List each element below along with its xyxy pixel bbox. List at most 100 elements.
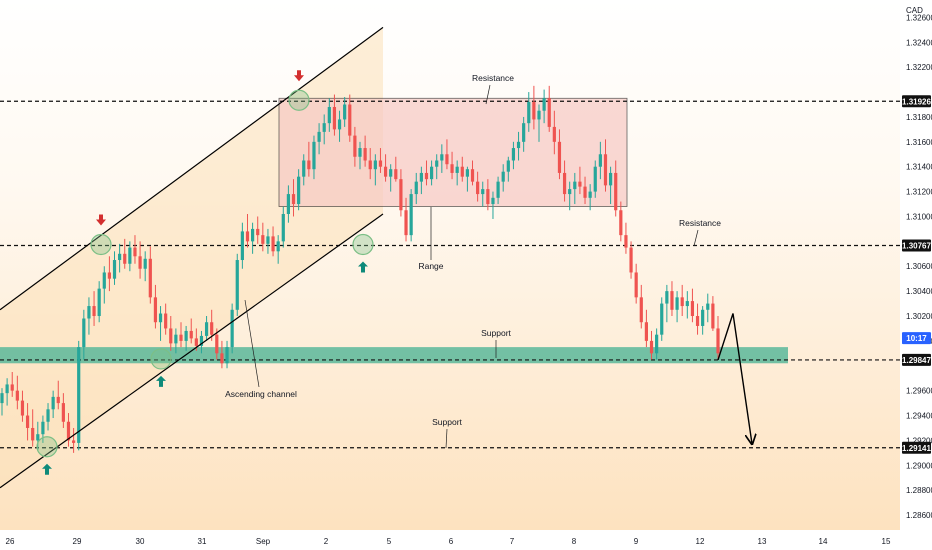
candle-body xyxy=(179,334,183,341)
candle-body xyxy=(281,213,285,242)
candle-body xyxy=(343,104,347,120)
x-tick-label: 15 xyxy=(882,537,891,546)
candle-body xyxy=(655,334,659,354)
candle-body xyxy=(419,172,423,182)
x-tick-label: 14 xyxy=(819,537,828,546)
candle-body xyxy=(302,160,306,177)
candle-body xyxy=(450,164,454,173)
candle-body xyxy=(158,313,163,323)
x-tick-label: 7 xyxy=(510,537,515,546)
candle-body xyxy=(430,166,434,180)
y-tick-label: 1.28800 xyxy=(906,486,932,495)
candle-body xyxy=(15,390,19,401)
candle-body xyxy=(435,160,439,167)
candle-body xyxy=(235,260,239,310)
candle-body xyxy=(169,328,173,344)
candle-body xyxy=(706,303,710,310)
candle-body xyxy=(522,123,526,142)
y-tick-label: 1.31800 xyxy=(906,113,932,122)
pointer-channel xyxy=(244,299,260,388)
candle-body xyxy=(614,172,618,211)
label-ascending-channel: Ascending channel xyxy=(225,389,297,399)
candle-body xyxy=(562,172,567,195)
buy-arrow-icon xyxy=(156,375,166,387)
pointer-resistance-top xyxy=(485,84,491,105)
candle-body xyxy=(189,330,193,339)
time-axis: 26 29 30 31 Sep 2 5 6 7 8 9 12 13 14 15 xyxy=(6,537,891,546)
candle-body xyxy=(36,434,40,441)
candle-body xyxy=(455,166,459,173)
candle-body xyxy=(649,340,654,354)
y-tick-label: 1.32600 xyxy=(906,13,932,22)
x-tick-label: 12 xyxy=(696,537,705,546)
candle-body xyxy=(394,169,398,180)
candle-body xyxy=(363,148,367,161)
projection-arrow xyxy=(717,313,752,444)
candle-body xyxy=(102,272,106,289)
channel-lower-line xyxy=(0,213,384,489)
candle-body xyxy=(440,154,444,161)
candle-body xyxy=(588,191,592,198)
buy-arrow-icon xyxy=(358,261,368,273)
candle-body xyxy=(368,160,372,170)
y-tick-label: 1.31200 xyxy=(906,188,932,197)
price-tag-box xyxy=(902,441,931,454)
candle-body xyxy=(138,256,142,269)
y-tick-label: 1.30200 xyxy=(906,312,932,321)
candle-body xyxy=(542,98,546,111)
zones xyxy=(0,97,788,364)
candle-body xyxy=(184,330,188,341)
x-tick-label: 2 xyxy=(324,537,329,546)
candle-body xyxy=(271,236,275,252)
candle-body xyxy=(107,272,111,279)
candle-body xyxy=(665,291,669,304)
candle-body xyxy=(711,303,715,329)
price-tag-label: 1.29847 xyxy=(902,356,931,365)
candle-body xyxy=(194,338,198,346)
sell-arrow-icon xyxy=(294,70,304,82)
y-tick-label: 1.29200 xyxy=(906,436,932,445)
candle-body xyxy=(225,347,229,364)
candle-body xyxy=(491,197,495,205)
candle-body xyxy=(486,189,490,205)
candle-body xyxy=(266,236,270,244)
candle-body xyxy=(670,291,674,310)
candle-body xyxy=(445,154,449,165)
candle-body xyxy=(251,228,255,242)
candle-body xyxy=(414,181,418,195)
candle-body xyxy=(383,166,388,177)
y-tick-label: 1.31600 xyxy=(906,138,932,147)
candle-body xyxy=(46,409,50,422)
candle-body xyxy=(701,309,705,326)
label-support-mid: Support xyxy=(481,328,511,338)
candle-body xyxy=(332,106,337,130)
buy-arrow-icon xyxy=(42,463,52,475)
x-tick-label: 5 xyxy=(387,537,392,546)
candle-body xyxy=(128,247,132,264)
candle-body xyxy=(204,322,209,336)
candle-body xyxy=(0,393,4,404)
candle-body xyxy=(51,396,55,410)
x-tick-label: 30 xyxy=(136,537,145,546)
x-tick-label: 26 xyxy=(6,537,15,546)
candle-body xyxy=(174,334,178,344)
candle-body xyxy=(327,106,331,124)
candle-body xyxy=(41,421,45,435)
candle-body xyxy=(317,131,321,142)
candle-body xyxy=(552,126,556,142)
x-tick-label: 6 xyxy=(449,537,454,546)
price-tag-box xyxy=(902,95,931,108)
label-resistance-mid: Resistance xyxy=(679,218,721,228)
candle-body xyxy=(593,166,597,192)
touch-circle-2 xyxy=(150,348,172,370)
y-tick-label: 1.29600 xyxy=(906,387,932,396)
candle-body xyxy=(496,181,500,198)
drawings xyxy=(0,26,752,489)
candle-body xyxy=(470,169,475,182)
candle-body xyxy=(199,335,204,346)
range-box xyxy=(278,97,628,207)
annotations: Resistance Resistance Range Support Support A… xyxy=(225,73,721,449)
x-tick-label: 31 xyxy=(198,537,207,546)
candle-body xyxy=(245,231,250,242)
